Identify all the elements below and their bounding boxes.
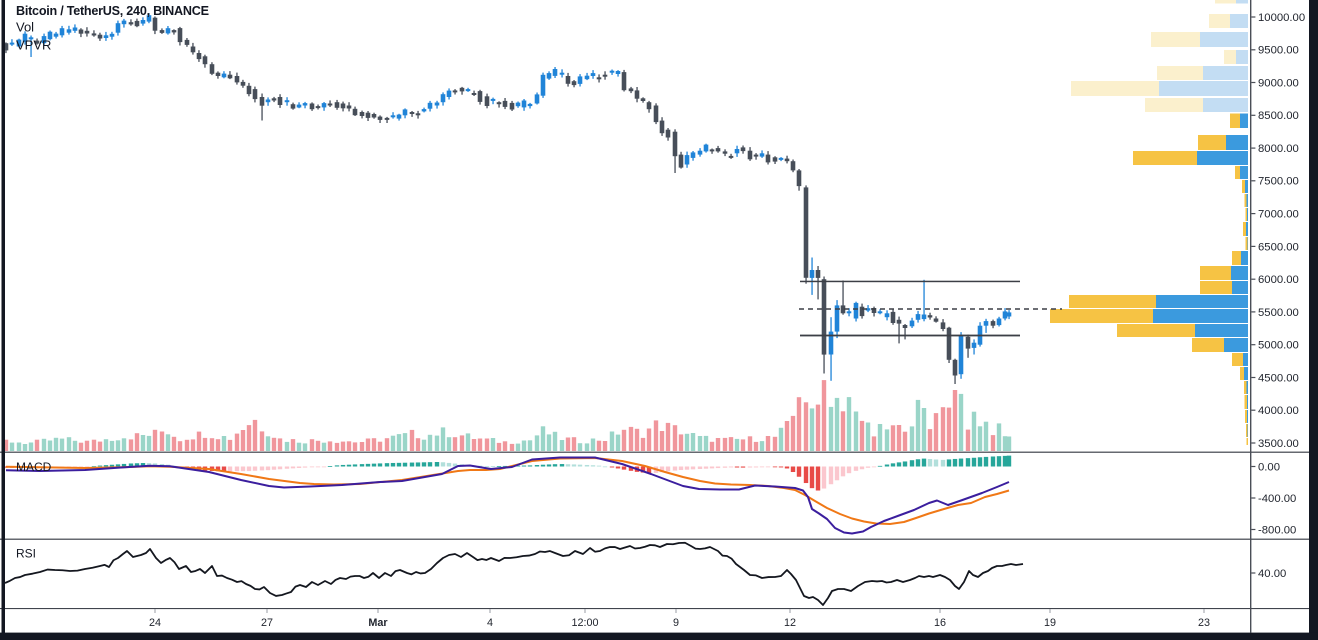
- svg-text:12:00: 12:00: [571, 617, 598, 629]
- svg-text:6000.00: 6000.00: [1258, 274, 1299, 286]
- svg-text:40.00: 40.00: [1258, 568, 1286, 580]
- svg-text:24: 24: [149, 617, 161, 629]
- svg-text:0.00: 0.00: [1258, 461, 1280, 473]
- svg-text:Vol: Vol: [16, 20, 34, 35]
- svg-text:19: 19: [1044, 617, 1056, 629]
- svg-text:27: 27: [261, 617, 273, 629]
- svg-text:7000.00: 7000.00: [1258, 209, 1299, 221]
- svg-text:Mar: Mar: [368, 617, 388, 629]
- svg-text:9000.00: 9000.00: [1258, 77, 1299, 89]
- svg-text:VPVR: VPVR: [16, 38, 51, 53]
- svg-text:7500.00: 7500.00: [1258, 176, 1299, 188]
- svg-text:Bitcoin / TetherUS, 240, BINAN: Bitcoin / TetherUS, 240, BINANCE: [16, 4, 209, 18]
- svg-text:-400.00: -400.00: [1258, 493, 1296, 505]
- svg-text:8500.00: 8500.00: [1258, 110, 1299, 122]
- svg-text:9500.00: 9500.00: [1258, 45, 1299, 57]
- svg-text:4: 4: [487, 617, 493, 629]
- svg-text:6500.00: 6500.00: [1258, 241, 1299, 253]
- svg-text:4000.00: 4000.00: [1258, 405, 1299, 417]
- svg-text:MACD: MACD: [16, 460, 52, 474]
- svg-text:-800.00: -800.00: [1258, 524, 1296, 536]
- svg-text:9: 9: [673, 617, 679, 629]
- svg-text:10000.00: 10000.00: [1258, 12, 1305, 24]
- svg-text:5000.00: 5000.00: [1258, 340, 1299, 352]
- svg-text:12: 12: [784, 617, 796, 629]
- svg-text:16: 16: [934, 617, 946, 629]
- svg-text:23: 23: [1198, 617, 1210, 629]
- svg-text:5500.00: 5500.00: [1258, 307, 1299, 319]
- svg-text:8000.00: 8000.00: [1258, 143, 1299, 155]
- svg-text:3500.00: 3500.00: [1258, 438, 1299, 450]
- svg-text:4500.00: 4500.00: [1258, 372, 1299, 384]
- svg-text:RSI: RSI: [16, 547, 36, 561]
